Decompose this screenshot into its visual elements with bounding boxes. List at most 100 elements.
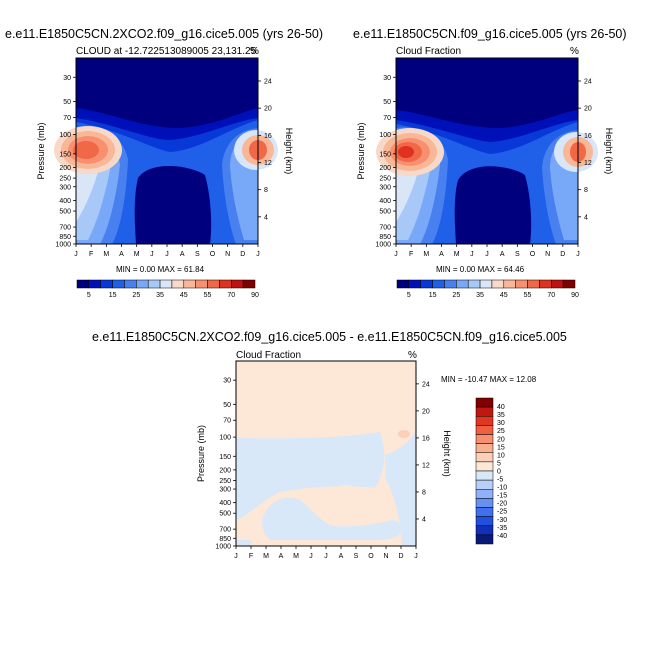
panel2-rtick-label: 16 xyxy=(584,133,592,140)
panel1-ytick-label: 70 xyxy=(63,115,71,122)
colorbar1-label: 90 xyxy=(251,292,259,299)
colorbar3-label: 20 xyxy=(497,436,505,443)
colorbar2-box xyxy=(527,279,540,289)
colorbar1-label: 45 xyxy=(180,292,188,299)
colorbar2-box xyxy=(515,279,528,289)
panel1-rtick-label: 4 xyxy=(264,214,268,221)
panel1-ytick-label: 150 xyxy=(59,151,71,158)
panel1-ytick-label: 100 xyxy=(59,132,71,139)
panel3-xtick-label: F xyxy=(249,553,253,560)
colorbar1-box xyxy=(112,279,125,289)
colorbar3-label: 5 xyxy=(497,460,501,467)
panel3-contour-positive-spot xyxy=(398,430,410,438)
panel3-xtick-label: S xyxy=(354,553,359,560)
colorbar3-box xyxy=(475,507,494,517)
colorbar1-box xyxy=(88,279,101,289)
panel2-ytick-label: 300 xyxy=(379,184,391,191)
panel1-rtick-label: 20 xyxy=(264,106,272,113)
colorbar1-label: 5 xyxy=(87,292,91,299)
panel1-xtick-label: F xyxy=(89,251,93,258)
panel1-ytick-label: 850 xyxy=(59,234,71,241)
panel1-ytick-label: 400 xyxy=(59,198,71,205)
panel3-ytick-label: 30 xyxy=(223,378,231,385)
panel1-title: e.e11.E1850C5CN.2XCO2.f09_g16.cice5.005 … xyxy=(5,27,324,41)
colorbar2-box xyxy=(467,279,481,289)
panel1-xtick-label: M xyxy=(103,251,109,258)
colorbar3-box xyxy=(475,489,494,499)
panel2-rtick-label: 8 xyxy=(584,187,588,194)
panel3-contour-positive-island xyxy=(325,484,393,523)
panel1-xtick-label: M xyxy=(134,251,140,258)
panel3-xtick-label: N xyxy=(383,553,388,560)
colorbar2-box xyxy=(396,279,410,289)
panel2-subtitle: Cloud Fraction xyxy=(396,46,462,57)
panel2-ytick-label: 150 xyxy=(379,151,391,158)
colorbar2-box xyxy=(420,279,433,289)
panel2-ylabel: Pressure (mb) xyxy=(356,122,366,179)
colorbar3-box xyxy=(475,416,494,426)
panel3-ylabel-right: Height (km) xyxy=(442,430,452,477)
panel3-xtick-label: J xyxy=(324,553,328,560)
colorbar1-box xyxy=(242,279,256,289)
panel1-ytick-label: 30 xyxy=(63,75,71,82)
panel1-plot xyxy=(54,57,278,245)
panel2-contour-60-left xyxy=(398,146,414,158)
panel2-ytick-label: 100 xyxy=(379,132,391,139)
panel3-ytick-label: 250 xyxy=(219,478,231,485)
panel1-xtick-label: J xyxy=(256,251,260,258)
panel1-contour-55-left xyxy=(73,141,99,159)
panel1-xtick-label: A xyxy=(119,251,124,258)
colorbar3-box xyxy=(475,461,494,472)
colorbar3-box xyxy=(475,443,494,453)
panel2-xtick-label: J xyxy=(394,251,398,258)
panel3-xtick-label: J xyxy=(309,553,313,560)
panel3-units: % xyxy=(408,350,417,361)
colorbar2-box xyxy=(456,279,469,289)
panel2-xtick-label: S xyxy=(515,251,520,258)
colorbar3-box xyxy=(475,452,494,463)
colorbar2-label: 5 xyxy=(407,292,411,299)
panel3-contour-negative-lower xyxy=(262,497,403,540)
panel2-xtick-label: N xyxy=(545,251,550,258)
panel3-rtick-label: 8 xyxy=(422,489,426,496)
panel3-xtick-label: J xyxy=(414,553,418,560)
colorbar3-box xyxy=(475,479,494,490)
panel1-ylabel-right: Height (km) xyxy=(284,128,294,175)
panel1-xtick-label: N xyxy=(225,251,230,258)
panel2-rtick-label: 24 xyxy=(584,78,592,85)
panel1-minmax: MIN = 0.00 MAX = 61.84 xyxy=(116,265,205,274)
colorbar3-label: 15 xyxy=(497,444,505,451)
colorbar1-label: 70 xyxy=(227,292,235,299)
colorbar1-label: 15 xyxy=(109,292,117,299)
colorbar3-label: -40 xyxy=(497,533,507,540)
panel2-ytick-label: 850 xyxy=(379,234,391,241)
colorbar1-box xyxy=(159,279,173,289)
panel2-units: % xyxy=(570,46,579,57)
panel3-ylabel: Pressure (mb) xyxy=(196,425,206,482)
colorbar1-box xyxy=(219,279,232,289)
colorbar3-box xyxy=(475,397,494,408)
panel2-ylabel-right: Height (km) xyxy=(604,128,614,175)
panel3-minmax: MIN = -10.47 MAX = 12.08 xyxy=(441,375,537,384)
panel2-xtick-label: M xyxy=(423,251,429,258)
panel1-ytick-label: 300 xyxy=(59,184,71,191)
colorbar3-box xyxy=(475,425,494,435)
panel2-minmax: MIN = 0.00 MAX = 64.46 xyxy=(436,265,525,274)
colorbar3-box xyxy=(475,406,494,417)
panel2-xtick-label: A xyxy=(500,251,505,258)
colorbar2-box xyxy=(503,279,516,289)
panel1-xtick-label: S xyxy=(195,251,200,258)
panel3-ytick-label: 100 xyxy=(219,435,231,442)
colorbar1-box xyxy=(231,279,244,289)
colorbar3-box xyxy=(475,525,494,536)
panel2-xtick-label: D xyxy=(560,251,565,258)
panel1-ylabel: Pressure (mb) xyxy=(36,122,46,179)
panel3-contour-negative-main xyxy=(236,432,385,520)
colorbar2-box xyxy=(479,279,493,289)
panel1-rtick-label: 8 xyxy=(264,187,268,194)
panel2-ytick-label: 1000 xyxy=(375,242,391,249)
colorbar3-label: 25 xyxy=(497,428,505,435)
colorbar3-label: -10 xyxy=(497,485,507,492)
panel1-rtick-label: 16 xyxy=(264,133,272,140)
